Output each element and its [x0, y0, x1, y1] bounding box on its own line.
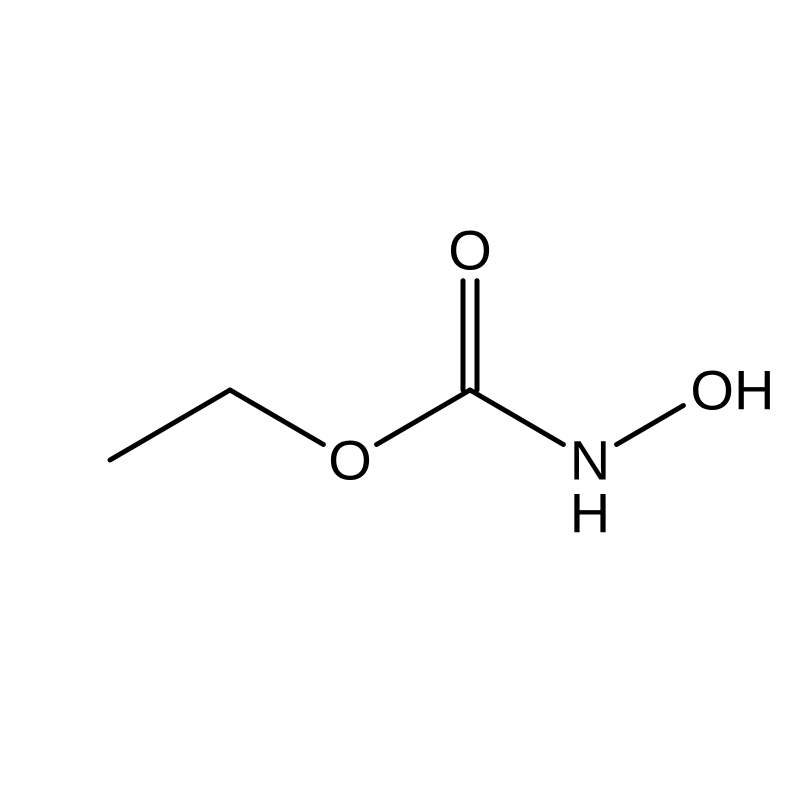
- atom-sublabel-N6: H: [570, 482, 610, 545]
- atom-label-O7: OH: [690, 359, 774, 422]
- atom-label-O5: O: [448, 219, 492, 282]
- molecule-diagram: OONHOH: [0, 0, 800, 800]
- atom-label-O3: O: [328, 429, 372, 492]
